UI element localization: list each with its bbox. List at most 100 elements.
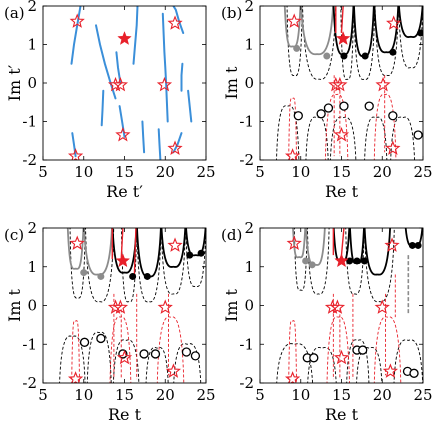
open-circle [309,353,319,363]
dashed-arc [293,228,308,291]
panel-label: (b) [221,4,242,22]
open-circle [190,351,201,361]
dashed-arc [307,228,330,295]
open-star [67,148,84,160]
trajectory-curve [161,12,169,123]
solid-arc [300,6,334,56]
open-star [286,235,302,250]
dashed-arc [85,228,115,303]
y-tick-label: 1 [27,36,37,54]
filled-dot-gray [323,52,331,60]
filled-dot-black [360,257,368,265]
y-tick-label: 2 [27,0,37,15]
open-star [382,363,399,378]
y-tick-label: -2 [22,374,37,392]
solid-arc [373,6,400,54]
filled-dot-black [389,48,397,56]
y-tick-label: 2 [244,219,254,237]
y-tick-label: -2 [239,374,254,392]
open-star [384,237,400,252]
dashed-arc [136,228,162,303]
solid-arc [353,6,375,58]
filled-dot-black [417,29,423,37]
open-star [333,126,350,142]
solid-arc [305,228,326,266]
trajectory-curve [172,6,185,34]
x-axis-label: Re t′ [106,182,143,201]
open-circle [79,337,90,347]
trajectory-curve [70,6,82,65]
solid-arc [160,228,187,268]
filled-star [117,31,132,45]
filled-dot-black [143,272,151,280]
filled-dot-black [414,241,422,249]
open-star [69,235,85,250]
x-tick-label: 10 [74,163,93,181]
dashed-arc [345,228,365,295]
dashed-loop [59,335,86,383]
solid-arc [363,228,391,276]
open-star [156,76,173,92]
open-star [328,76,344,92]
panel-label: (a) [4,4,25,22]
y-tick-label: -2 [239,151,254,169]
x-tick-label: 5 [255,386,265,404]
y-tick-label: -1 [239,113,254,131]
open-circle [293,111,303,121]
x-axis-label: Re t [325,182,359,201]
dashed-loop [330,116,357,160]
filled-dot-gray [302,257,310,265]
dashed-loop [288,320,297,383]
x-tick-label: 10 [74,386,93,404]
open-star [107,299,124,314]
solid-arc [349,228,365,264]
y-tick-label: -1 [22,335,37,353]
open-circle [139,349,149,359]
open-star [324,299,341,314]
open-circle [339,101,349,111]
y-tick-label: 1 [244,36,254,54]
open-star [67,371,84,383]
open-star [375,76,391,92]
x-axis-label: Re t [325,405,359,424]
dashed-loop [356,347,383,383]
x-tick-label: 10 [291,386,310,404]
plot-area [67,6,193,160]
dashed-loop [156,316,185,383]
x-tick-label: 15 [332,163,351,181]
open-star [115,126,131,142]
y-tick-label: 0 [244,297,254,315]
x-tick-label: 25 [413,163,432,181]
y-tick-label: 0 [27,297,37,315]
filled-dot-gray [97,272,105,280]
dashed-arc [340,6,355,80]
x-tick-label: 15 [332,386,351,404]
open-circle [413,130,423,140]
solid-arc [398,6,423,38]
trajectory-curve [187,89,193,123]
dashed-arc [353,6,376,80]
dashed-loop [373,316,402,383]
filled-dot-gray [308,261,316,269]
y-tick-label: 0 [27,74,37,92]
filled-dot-gray [293,44,301,52]
open-circle [409,368,419,378]
open-star [385,140,401,155]
dashed-loop [145,347,169,383]
x-tick-label: 10 [291,163,310,181]
dashed-arc [364,228,395,303]
open-circle [181,347,192,357]
y-tick-label: 1 [27,258,37,276]
plot-area [276,6,423,160]
open-circle [316,109,326,119]
open-star [286,13,302,28]
y-axis-label: Im t [222,288,241,322]
dashed-arc [398,6,423,69]
x-tick-label: 25 [413,386,432,404]
open-circle [358,345,368,355]
open-star [165,363,182,378]
open-star [284,148,301,160]
x-tick-label: 5 [38,163,48,181]
open-circle [96,333,106,344]
